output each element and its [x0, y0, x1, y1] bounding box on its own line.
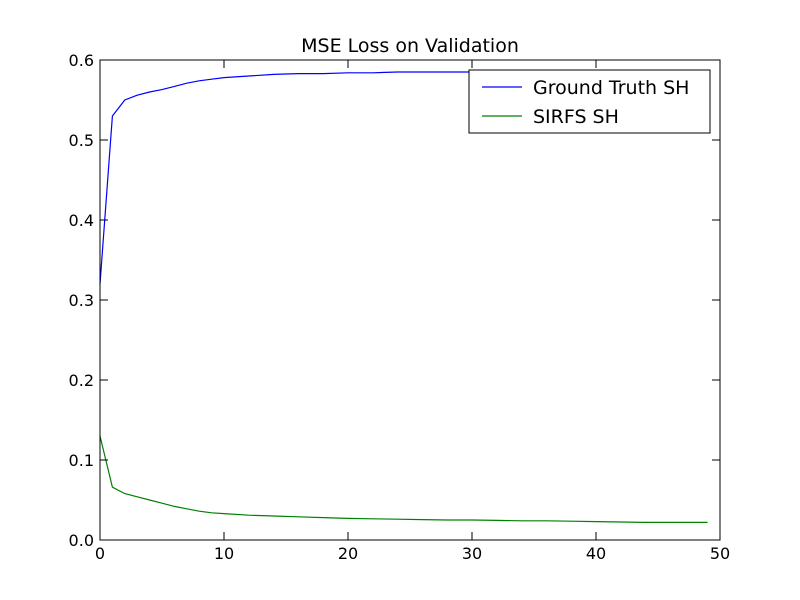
x-tick-label: 20: [338, 544, 358, 563]
x-tick-label: 30: [462, 544, 482, 563]
y-tick-label: 0.4: [69, 211, 94, 230]
legend-label: Ground Truth SH: [533, 77, 689, 99]
series-line-sirfs-sh: [99, 435, 708, 524]
chart-title: MSE Loss on Validation: [301, 35, 519, 57]
y-tick-label: 0.1: [69, 451, 94, 470]
y-tick-label: 0.3: [69, 291, 94, 310]
x-tick-label: 40: [586, 544, 606, 563]
x-tick-label: 10: [214, 544, 234, 563]
y-tick-label: 0.0: [69, 531, 94, 550]
legend-label: SIRFS SH: [533, 106, 619, 128]
ticks-layer: 0 10 20 30 40 50 0.0 0.1 0.2 0.3 0.4 0.5 0.6: [69, 51, 731, 563]
legend-box: [468, 69, 711, 134]
x-tick-label: 0: [95, 544, 105, 563]
y-tick-label: 0.5: [69, 131, 94, 150]
legend: Ground Truth SH SIRFS SH: [468, 69, 711, 134]
x-tick-label: 50: [710, 544, 730, 563]
series-layer: [99, 70, 708, 524]
y-tick-label: 0.2: [69, 371, 94, 390]
y-tick-label: 0.6: [69, 51, 94, 70]
